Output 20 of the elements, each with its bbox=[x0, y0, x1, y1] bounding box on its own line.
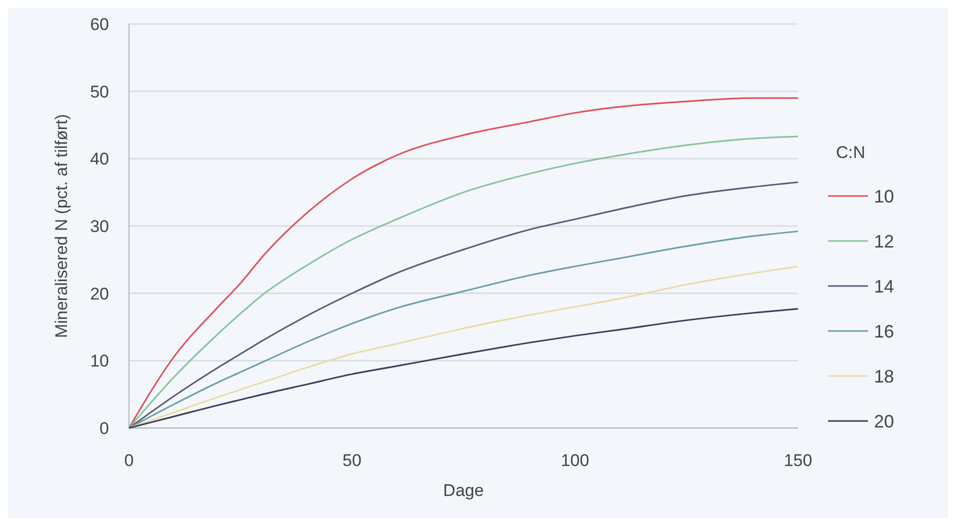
y-tick-label: 40 bbox=[90, 150, 109, 169]
y-tick-label: 50 bbox=[90, 82, 109, 102]
legend-label: 12 bbox=[874, 231, 894, 252]
legend-label: 10 bbox=[874, 186, 894, 206]
legend-label: 16 bbox=[874, 321, 894, 342]
x-tick-label: 0 bbox=[124, 451, 134, 470]
y-tick-label: 10 bbox=[90, 352, 109, 371]
x-tick-label: 100 bbox=[560, 451, 590, 470]
x-tick-label: 150 bbox=[784, 451, 812, 470]
legend-title: C:N bbox=[836, 143, 866, 162]
y-tick-label: 0 bbox=[100, 418, 109, 438]
x-tick-label: 50 bbox=[342, 451, 362, 470]
legend-label: 18 bbox=[874, 366, 894, 386]
y-tick-label: 30 bbox=[90, 216, 109, 236]
x-axis-title: Dage bbox=[443, 481, 484, 500]
y-tick-label: 20 bbox=[90, 284, 109, 304]
y-axis-title: Mineralisered N (pct. af tilført) bbox=[52, 114, 71, 338]
legend-label: 14 bbox=[874, 276, 894, 296]
y-tick-label: 60 bbox=[90, 14, 109, 34]
legend-label: 20 bbox=[874, 411, 894, 432]
